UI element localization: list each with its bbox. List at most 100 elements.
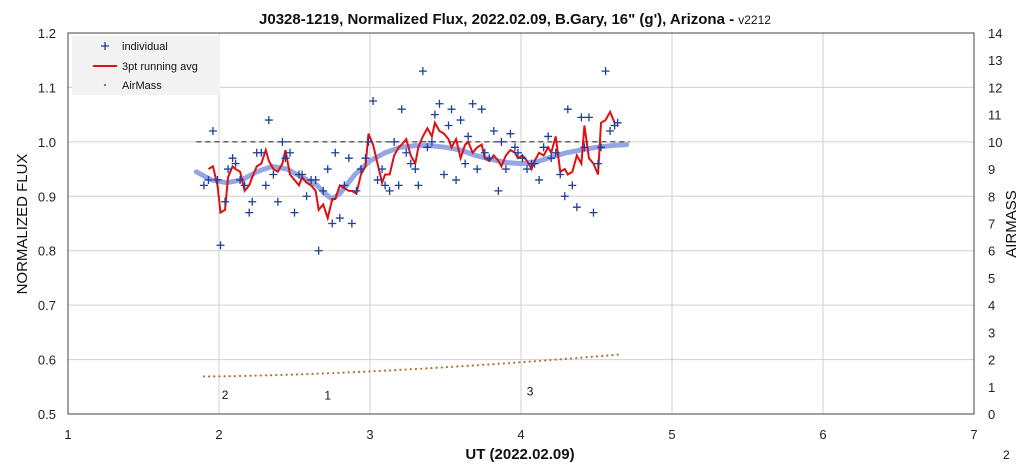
airmass-point xyxy=(332,371,335,375)
y2-tick-label: 9 xyxy=(988,162,995,177)
axis-ticks: 1 2 3 4 5 6 70.50.60.70.80.91.01.11.2012345678… xyxy=(38,26,1003,442)
airmass-point xyxy=(445,366,449,369)
airmass-point xyxy=(383,369,387,372)
individual-point xyxy=(447,105,456,114)
individual-point xyxy=(381,181,390,190)
airmass-point xyxy=(337,371,340,374)
airmass-point xyxy=(502,362,505,365)
individual-point xyxy=(402,148,411,157)
y2-tick-label: 8 xyxy=(988,189,995,204)
individual-point xyxy=(406,159,415,168)
individual-point xyxy=(411,165,420,174)
airmass-point xyxy=(233,374,237,378)
individual-point xyxy=(378,165,387,174)
airmass-point xyxy=(394,369,397,372)
airmass-point xyxy=(399,368,402,371)
airmass-point xyxy=(595,355,599,358)
individual-point xyxy=(456,116,465,125)
individual-point xyxy=(240,181,249,190)
y2-tick-label: 5 xyxy=(988,271,995,286)
y2-tick-label: 3 xyxy=(988,325,995,340)
y2-tick-label: 13 xyxy=(988,53,1002,68)
airmass-point xyxy=(456,365,459,368)
individual-point xyxy=(594,159,603,168)
airmass-point xyxy=(207,375,211,378)
airmass-point xyxy=(528,360,531,363)
y-tick-label: 0.8 xyxy=(38,244,56,259)
airmass-point xyxy=(476,364,480,367)
individual-point xyxy=(361,154,370,163)
individual-point xyxy=(394,181,403,190)
individual-point xyxy=(236,175,245,184)
airmass-point xyxy=(213,375,216,378)
y2-tick-label: 0 xyxy=(988,407,995,422)
individual-point xyxy=(369,97,378,106)
individual-point xyxy=(535,175,544,184)
y-tick-label: 0.6 xyxy=(38,353,56,368)
airmass-point xyxy=(420,367,423,370)
chart-title-main: J0328-1219, Normalized Flux, 2022.02.09,… xyxy=(259,11,738,28)
individual-point xyxy=(423,143,432,152)
individual-point xyxy=(489,126,498,135)
individual-point xyxy=(224,165,233,174)
x-tick-label: 1 xyxy=(64,427,71,442)
individual-point xyxy=(335,214,344,223)
individual-point xyxy=(311,175,320,184)
airmass-point xyxy=(347,371,350,374)
airmass-point xyxy=(244,374,247,377)
airmass-point xyxy=(311,372,314,375)
individual-point xyxy=(601,67,610,76)
airmass-point xyxy=(482,363,485,366)
individual-point xyxy=(580,143,589,152)
airmass-point xyxy=(575,356,578,360)
airmass-point xyxy=(378,369,381,373)
annotation-label: 1 xyxy=(324,388,331,402)
individual-point xyxy=(584,113,593,122)
chart-title: J0328-1219, Normalized Flux, 2022.02.09,… xyxy=(259,11,771,28)
individual-point xyxy=(480,148,489,157)
individual-point xyxy=(560,192,569,201)
airmass-point xyxy=(518,361,521,364)
airmass-point xyxy=(492,363,495,366)
individual-point xyxy=(544,132,553,141)
airmass-point xyxy=(409,368,412,371)
y-tick-label: 0.7 xyxy=(38,298,56,313)
airmass-point xyxy=(275,374,278,377)
annotation-label: 3 xyxy=(527,384,534,398)
individual-point xyxy=(597,143,606,152)
individual-point xyxy=(331,148,340,157)
individual-point xyxy=(572,203,581,212)
individual-point xyxy=(356,165,365,174)
airmass-point xyxy=(471,364,474,367)
airmass-point xyxy=(254,374,257,377)
airmass-point xyxy=(352,371,355,374)
individual-point xyxy=(497,137,506,146)
individual-point xyxy=(319,186,328,195)
individual-point xyxy=(323,165,332,174)
individual-point xyxy=(364,137,373,146)
individual-point xyxy=(221,197,230,206)
airmass-point xyxy=(611,354,614,357)
airmass-point xyxy=(533,360,536,363)
airmass-point xyxy=(430,366,433,370)
airmass-point xyxy=(487,363,490,366)
individual-point xyxy=(501,165,510,174)
airmass-point xyxy=(295,373,299,376)
y-tick-label: 0.5 xyxy=(38,407,56,422)
individual-point xyxy=(269,170,278,179)
airmass-point xyxy=(461,365,464,368)
individual-point xyxy=(452,175,461,184)
individual-point xyxy=(302,192,311,201)
airmass-point xyxy=(559,358,562,361)
individual-point xyxy=(439,170,448,179)
individual-point xyxy=(523,165,532,174)
y2-tick-label: 12 xyxy=(988,80,1002,95)
y2-axis-label: AIRMASS xyxy=(1003,190,1020,258)
individual-point xyxy=(204,175,213,184)
y2-tick-label: 11 xyxy=(988,108,1002,123)
airmass-point xyxy=(301,373,304,376)
airmass-point xyxy=(316,372,319,375)
running-avg-line xyxy=(207,109,616,222)
x-tick-label: 7 xyxy=(970,427,977,442)
x-axis-label: UT (2022.02.09) xyxy=(465,446,574,463)
